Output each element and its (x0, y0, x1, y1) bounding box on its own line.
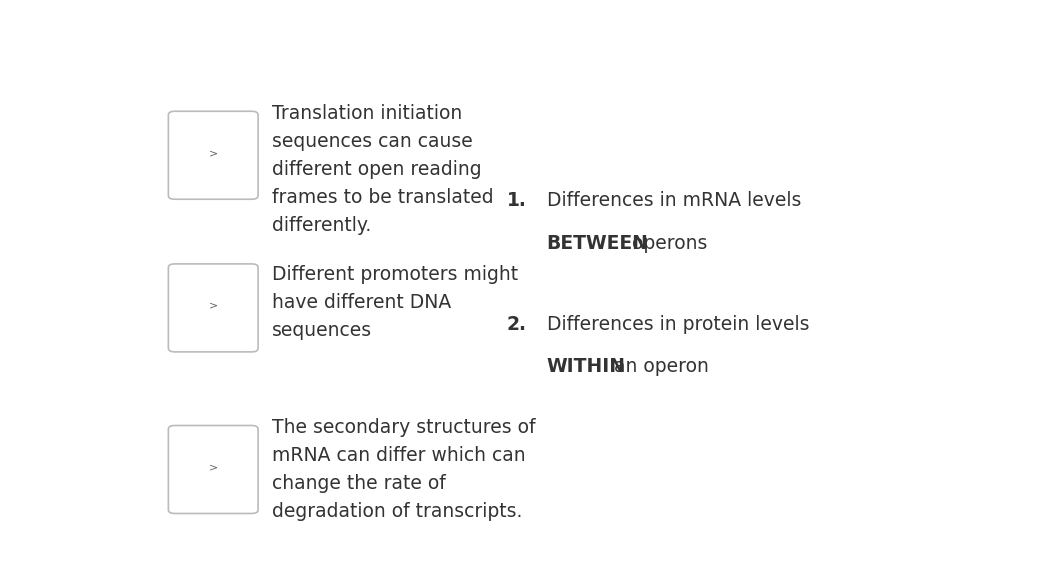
Text: WITHIN: WITHIN (547, 357, 626, 376)
Text: BETWEEN: BETWEEN (547, 234, 649, 253)
Text: >: > (209, 148, 218, 158)
Text: 1.: 1. (507, 191, 527, 210)
FancyBboxPatch shape (168, 111, 258, 199)
Text: Differences in protein levels: Differences in protein levels (547, 315, 809, 333)
Text: Different promoters might
have different DNA
sequences: Different promoters might have different… (272, 265, 518, 340)
Text: >: > (209, 301, 218, 311)
Text: operons: operons (626, 234, 707, 253)
Text: >: > (209, 462, 218, 472)
FancyBboxPatch shape (168, 264, 258, 352)
FancyBboxPatch shape (168, 426, 258, 514)
Text: 2.: 2. (507, 315, 527, 333)
Text: The secondary structures of
mRNA can differ which can
change the rate of
degrada: The secondary structures of mRNA can dif… (272, 418, 535, 521)
Text: Differences in mRNA levels: Differences in mRNA levels (547, 191, 801, 210)
Text: an operon: an operon (608, 357, 709, 376)
Text: Translation initiation
sequences can cause
different open reading
frames to be t: Translation initiation sequences can cau… (272, 104, 493, 234)
